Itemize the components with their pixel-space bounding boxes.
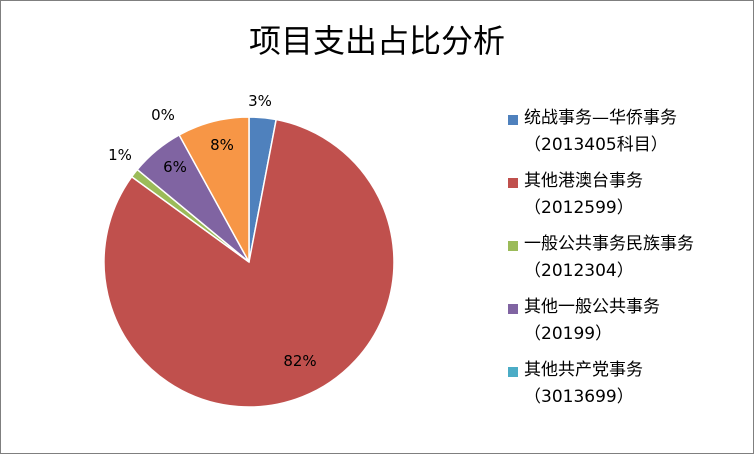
- data-label-2: 1%: [108, 146, 132, 164]
- legend-code: （20199）: [524, 324, 613, 344]
- data-label-0: 3%: [248, 92, 272, 110]
- legend-item: 其他共产党事务 （3013699）: [508, 356, 748, 419]
- legend-label: 其他港澳台事务: [524, 171, 643, 191]
- legend-item: 统战事务—华侨事务 （2013405科目）: [508, 104, 748, 167]
- data-label-4: 0%: [151, 106, 175, 124]
- legend-label: 其他一般公共事务: [524, 297, 660, 317]
- legend-item: 其他一般公共事务 （20199）: [508, 293, 748, 356]
- legend-swatch: [508, 115, 518, 125]
- legend-swatch: [508, 241, 518, 251]
- legend-code: （2013405科目）: [524, 135, 668, 155]
- data-label-3: 6%: [163, 158, 187, 176]
- legend-label: 统战事务—华侨事务: [524, 108, 677, 128]
- legend-item: 一般公共事务民族事务 （2012304）: [508, 230, 748, 293]
- pie-slice-1: [103, 118, 395, 408]
- legend-swatch: [508, 178, 518, 188]
- data-label-5: 8%: [210, 136, 234, 154]
- legend-label: 其他共产党事务: [524, 360, 643, 380]
- legend-code: （3013699）: [524, 387, 634, 407]
- legend-swatch: [508, 367, 518, 377]
- legend-code: （2012304）: [524, 261, 634, 281]
- legend-swatch: [508, 304, 518, 314]
- data-label-1: 82%: [283, 352, 316, 370]
- chart-legend: 统战事务—华侨事务 （2013405科目） 其他港澳台事务 （2012599） 一般公共…: [508, 104, 748, 419]
- legend-code: （2012599）: [524, 198, 634, 218]
- pie-slice-5: [178, 116, 250, 263]
- chart-title: 项目支出占比分析: [248, 22, 505, 60]
- legend-item: 其他港澳台事务 （2012599）: [508, 167, 748, 230]
- legend-label: 一般公共事务民族事务: [524, 234, 694, 254]
